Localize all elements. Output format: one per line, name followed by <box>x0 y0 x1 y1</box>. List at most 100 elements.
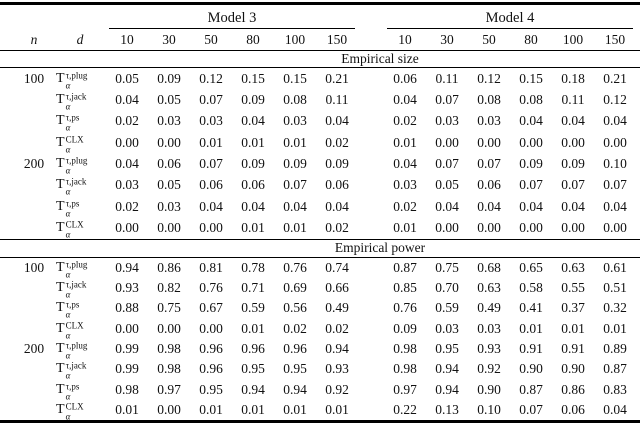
statistic-base: T <box>56 113 65 129</box>
value-cell-model3: 0.76 <box>283 259 307 275</box>
value-cell-model4: 0.00 <box>561 134 585 150</box>
statistic-base: T <box>56 70 65 86</box>
value-cell-model4: 0.95 <box>435 341 459 357</box>
value-cell-model4: 0.03 <box>477 113 501 129</box>
statistic-base: T <box>56 320 65 336</box>
value-cell-model3: 0.66 <box>325 280 349 296</box>
value-cell-model4: 0.07 <box>519 177 543 193</box>
value-cell-model4: 0.11 <box>435 70 459 86</box>
value-cell-model3: 0.01 <box>325 401 349 417</box>
value-cell-model3: 0.04 <box>325 198 349 214</box>
value-cell-model4: 0.00 <box>603 134 627 150</box>
value-cell-model3: 0.03 <box>199 113 223 129</box>
value-cell-model4: 0.09 <box>561 156 585 172</box>
value-cell-model4: 0.10 <box>477 401 501 417</box>
value-cell-model4: 0.04 <box>519 198 543 214</box>
value-cell-model3: 0.99 <box>115 361 139 377</box>
value-cell-model4: 0.87 <box>519 381 543 397</box>
statistic-subscript: α <box>65 165 71 176</box>
value-cell-model3: 0.01 <box>283 134 307 150</box>
section-rule <box>0 67 640 68</box>
value-cell-model4: 0.98 <box>393 361 417 377</box>
value-cell-model3: 0.02 <box>115 198 139 214</box>
value-cell-model4: 0.55 <box>561 280 585 296</box>
value-cell-model4: 0.04 <box>477 198 501 214</box>
statistic-base: T <box>56 92 65 108</box>
value-cell-model4: 0.51 <box>603 280 627 296</box>
value-cell-model4: 0.07 <box>561 177 585 193</box>
statistic-base: T <box>56 177 65 193</box>
value-cell-model3: 0.01 <box>199 401 223 417</box>
table-row: T CLX α 0.00 0.00 0.00 0.01 0.02 0.02 0.09 0.03 0.0… <box>0 319 640 340</box>
value-cell-model4: 0.91 <box>561 341 585 357</box>
value-cell-model3: 0.02 <box>115 113 139 129</box>
statistic-base: T <box>56 259 65 275</box>
statistic-supsub: τ,jack α <box>66 91 87 111</box>
value-cell-model4: 0.04 <box>603 198 627 214</box>
value-cell-model4: 0.07 <box>435 92 459 108</box>
col-header-d-value: 10 <box>398 31 412 47</box>
statistic-supsub: CLX α <box>66 401 84 421</box>
value-cell-model4: 0.12 <box>603 92 627 108</box>
value-cell-model3: 0.04 <box>115 92 139 108</box>
value-cell-model3: 0.06 <box>157 156 181 172</box>
value-cell-model3: 0.00 <box>157 220 181 236</box>
statistic-superscript: CLX <box>65 320 84 331</box>
value-cell-model3: 0.03 <box>283 113 307 129</box>
col-header-d-value: 150 <box>604 31 626 47</box>
value-cell-model3: 0.01 <box>283 220 307 236</box>
value-cell-model4: 0.70 <box>435 280 459 296</box>
value-cell-model3: 0.03 <box>115 177 139 193</box>
col-header-d-value: 80 <box>524 31 538 47</box>
row-statistic-label: T CLX α <box>54 133 106 155</box>
value-cell-model4: 0.00 <box>561 220 585 236</box>
value-cell-model3: 0.01 <box>241 401 265 417</box>
value-cell-model4: 0.94 <box>435 361 459 377</box>
value-cell-model4: 0.58 <box>519 280 543 296</box>
model3-header: Model 3 <box>109 10 355 29</box>
statistic-supsub: τ,plug α <box>66 341 88 361</box>
statistic-subscript: α <box>65 144 71 155</box>
value-cell-model3: 0.06 <box>199 177 223 193</box>
value-cell-model3: 0.94 <box>325 341 349 357</box>
statistic-subscript: α <box>65 80 71 91</box>
value-cell-model3: 0.98 <box>157 361 181 377</box>
statistic-superscript: τ,ps <box>65 112 80 123</box>
statistic-superscript: CLX <box>65 134 84 145</box>
value-cell-model3: 0.09 <box>283 156 307 172</box>
statistic-supsub: τ,plug α <box>66 259 88 279</box>
value-cell-model3: 0.56 <box>283 300 307 316</box>
value-cell-model4: 0.87 <box>393 259 417 275</box>
model4-header: Model 4 <box>387 10 633 29</box>
value-cell-model3: 0.07 <box>199 156 223 172</box>
value-cell-model3: 0.74 <box>325 259 349 275</box>
section-title-power: Empirical power <box>334 240 426 256</box>
value-cell-model4: 0.00 <box>435 134 459 150</box>
col-header-d-value: 100 <box>562 31 584 47</box>
value-cell-model3: 0.01 <box>241 320 265 336</box>
statistic-subscript: α <box>65 350 71 361</box>
col-header-d-value: 30 <box>440 31 454 47</box>
header-rule <box>0 50 640 51</box>
value-cell-model3: 0.21 <box>325 70 349 86</box>
statistic-subscript: α <box>65 411 71 422</box>
value-cell-model3: 0.96 <box>283 341 307 357</box>
col-header-d-value: 80 <box>246 31 260 47</box>
col-header-d-value: 10 <box>120 31 134 47</box>
statistic-supsub: τ,plug α <box>66 70 88 90</box>
value-cell-model4: 0.04 <box>603 401 627 417</box>
value-cell-model3: 0.15 <box>283 70 307 86</box>
value-cell-model4: 0.94 <box>435 381 459 397</box>
value-cell-model3: 0.86 <box>157 259 181 275</box>
